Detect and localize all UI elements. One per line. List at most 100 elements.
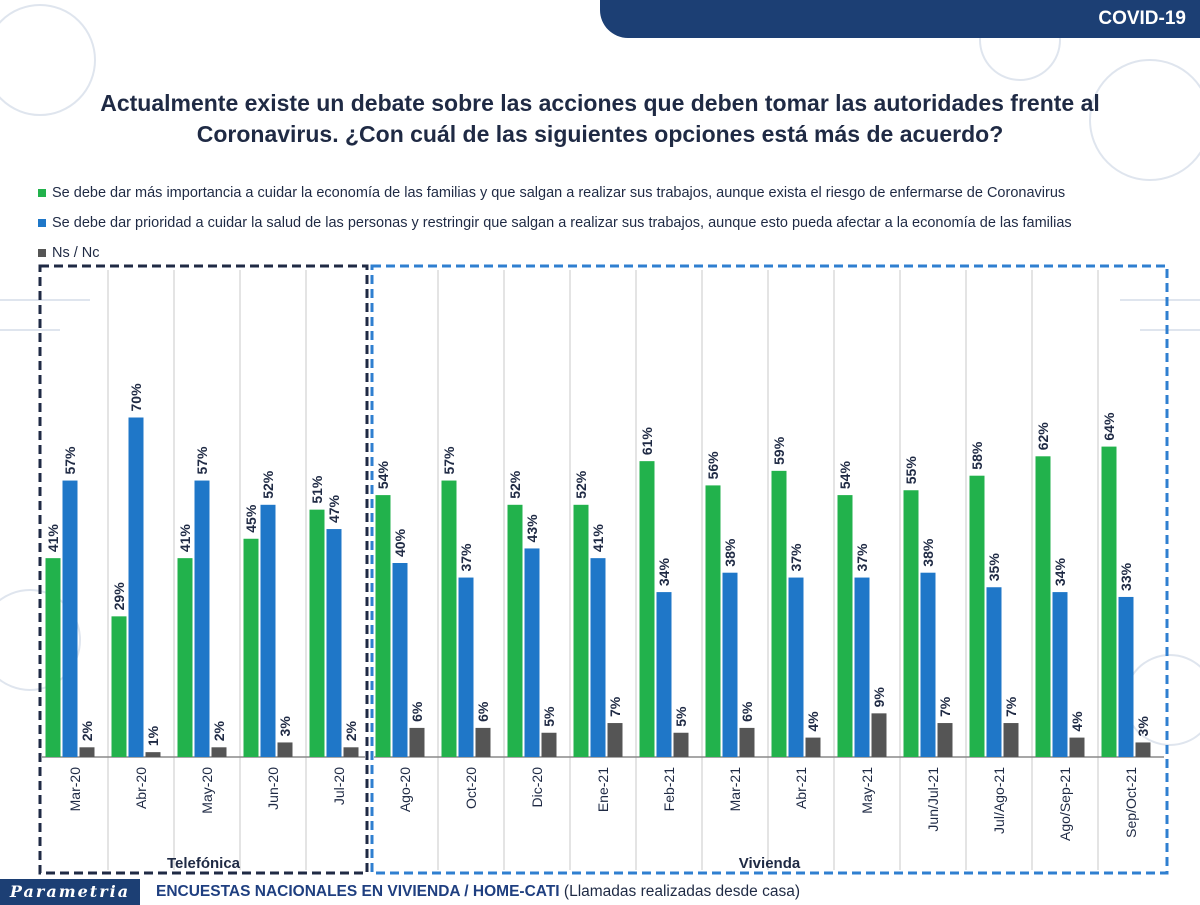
data-label: 35%	[986, 553, 1002, 582]
category-label: May-21	[859, 767, 875, 814]
bar	[309, 509, 325, 757]
bar	[145, 752, 161, 757]
data-label: 37%	[854, 543, 870, 572]
bar	[62, 480, 78, 757]
footer-normal: (Llamadas realizadas desde casa)	[559, 883, 800, 900]
data-label: 64%	[1101, 412, 1117, 441]
header-bar: COVID-19	[600, 0, 1200, 38]
bar	[1003, 723, 1019, 757]
category-label: Mar-21	[727, 767, 743, 812]
chart-title-line-2: Coronavirus. ¿Con cuál de las siguientes…	[196, 121, 1004, 147]
data-label: 3%	[277, 716, 293, 737]
bar	[590, 558, 606, 757]
legend-item-nsnc: Ns / Nc	[38, 238, 1178, 268]
data-label: 51%	[309, 475, 325, 504]
bar	[441, 480, 457, 757]
bar	[920, 572, 936, 757]
data-label: 40%	[392, 528, 408, 557]
bar	[375, 495, 391, 757]
category-label: Feb-21	[661, 767, 677, 812]
bar	[194, 480, 210, 757]
legend-item-salud: Se debe dar prioridad a cuidar la salud …	[38, 208, 1178, 238]
bar	[45, 558, 61, 757]
legend-label: Ns / Nc	[52, 245, 100, 261]
bar	[128, 417, 144, 757]
category-label: Abr-21	[793, 767, 809, 809]
bar	[409, 727, 425, 757]
data-label: 58%	[969, 441, 985, 470]
bar	[475, 727, 491, 757]
bar	[458, 577, 474, 757]
bar	[211, 747, 227, 757]
data-label: 2%	[343, 721, 359, 742]
bar	[343, 747, 359, 757]
bar	[1035, 456, 1051, 757]
data-label: 57%	[194, 446, 210, 475]
data-label: 2%	[211, 721, 227, 742]
group-label: Telefónica	[167, 855, 241, 872]
bar	[243, 538, 259, 757]
bar	[541, 732, 557, 757]
bar	[277, 742, 293, 757]
bar	[1069, 737, 1085, 757]
legend-swatch-green	[38, 189, 46, 197]
data-label: 52%	[260, 470, 276, 499]
bar	[805, 737, 821, 757]
bar	[1101, 446, 1117, 757]
data-label: 6%	[475, 701, 491, 722]
bar	[739, 727, 755, 757]
data-label: 62%	[1035, 422, 1051, 451]
bar	[969, 475, 985, 757]
covid-tag: COVID-19	[1098, 8, 1186, 29]
chart-title-line-1: Actualmente existe un debate sobre las a…	[100, 90, 1100, 116]
data-label: 7%	[1003, 696, 1019, 717]
data-label: 59%	[771, 436, 787, 465]
data-label: 38%	[920, 538, 936, 567]
bar	[722, 572, 738, 757]
data-label: 5%	[673, 706, 689, 727]
data-label: 29%	[111, 582, 127, 611]
data-label: 43%	[524, 514, 540, 543]
bar	[260, 504, 276, 757]
category-label: May-20	[199, 767, 215, 814]
data-label: 47%	[326, 494, 342, 523]
parametria-logo: Parametria	[0, 879, 140, 905]
category-label: Jun-20	[265, 767, 281, 810]
bar	[788, 577, 804, 757]
category-label: Mar-20	[67, 767, 83, 812]
bar	[837, 495, 853, 757]
data-label: 2%	[79, 721, 95, 742]
bar	[1118, 596, 1134, 757]
legend-item-economia: Se debe dar más importancia a cuidar la …	[38, 178, 1178, 208]
data-label: 33%	[1118, 562, 1134, 591]
bar	[771, 470, 787, 757]
bar	[1052, 592, 1068, 757]
bar	[871, 713, 887, 757]
bar	[111, 616, 127, 757]
legend-label: Se debe dar prioridad a cuidar la salud …	[52, 215, 1072, 231]
data-label: 4%	[1069, 711, 1085, 732]
bar	[854, 577, 870, 757]
category-label: Ago-20	[397, 767, 413, 812]
data-label: 41%	[590, 524, 606, 553]
category-label: Jul/Ago-21	[991, 767, 1007, 834]
bar	[79, 747, 95, 757]
bar	[507, 504, 523, 757]
data-label: 70%	[128, 383, 144, 412]
data-label: 54%	[837, 461, 853, 490]
bar	[326, 529, 342, 757]
data-label: 5%	[541, 706, 557, 727]
category-label: Ene-21	[595, 767, 611, 812]
bar	[607, 723, 623, 757]
footer-bold: ENCUESTAS NACIONALES EN VIVIENDA / HOME-…	[156, 883, 560, 900]
data-label: 4%	[805, 711, 821, 732]
data-label: 38%	[722, 538, 738, 567]
data-label: 45%	[243, 504, 259, 533]
bar	[1135, 742, 1151, 757]
group-box	[38, 264, 369, 875]
data-label: 1%	[145, 725, 161, 746]
bar	[573, 504, 589, 757]
bar	[656, 592, 672, 757]
bar	[639, 461, 655, 757]
category-label: Dic-20	[529, 767, 545, 808]
